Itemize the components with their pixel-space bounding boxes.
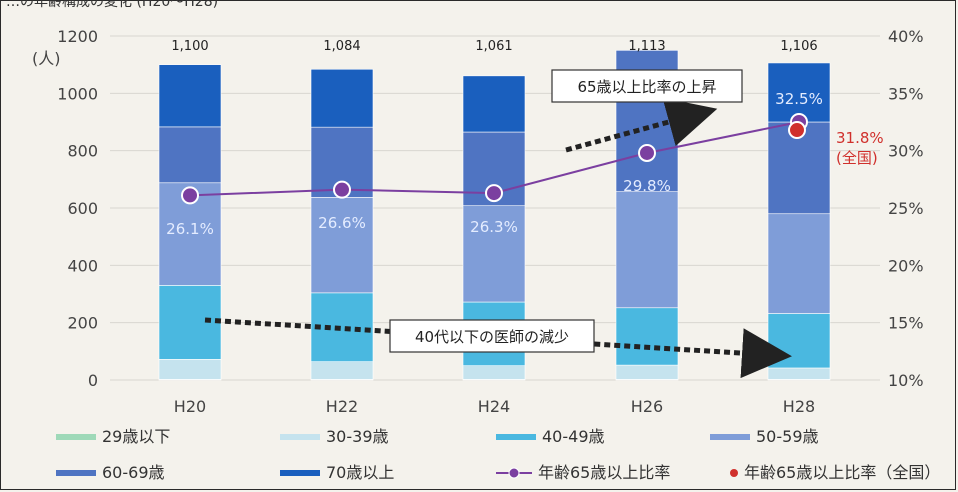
legend-label: 30-39歳 bbox=[326, 427, 389, 446]
bar-total-label: 1,113 bbox=[628, 39, 665, 54]
y2-tick-label: 20% bbox=[888, 256, 924, 275]
y2-tick-label: 15% bbox=[888, 314, 924, 333]
legend-label: 60-69歳 bbox=[102, 463, 165, 482]
ratio-point bbox=[638, 143, 656, 162]
national-ratio-point bbox=[788, 121, 806, 140]
ratio-data-label: 29.8% bbox=[623, 177, 671, 195]
x-tick-label: H22 bbox=[326, 397, 358, 416]
bar-segment bbox=[158, 126, 222, 184]
y-tick-label: 400 bbox=[67, 256, 98, 275]
y2-tick-label: 10% bbox=[888, 371, 924, 390]
y-tick-label: 600 bbox=[67, 199, 98, 218]
ratio-point bbox=[485, 184, 503, 203]
bar-segment bbox=[462, 75, 526, 133]
bar-segment bbox=[767, 313, 831, 369]
bar-total-label: 1,061 bbox=[475, 39, 512, 54]
ratio-data-label: 26.1% bbox=[166, 220, 214, 238]
annotation-box-rise bbox=[551, 69, 743, 103]
national-ratio-label: 31.8% bbox=[836, 129, 884, 147]
legend-label: 50-59歳 bbox=[756, 427, 819, 446]
legend-swatch bbox=[496, 434, 536, 440]
x-tick-label: H28 bbox=[783, 397, 815, 416]
bar-total-label: 1,106 bbox=[780, 39, 817, 54]
y2-tick-label: 35% bbox=[888, 84, 924, 103]
bar-segment bbox=[615, 364, 679, 380]
y-tick-label: 200 bbox=[67, 314, 98, 333]
chart-title-fragment: …の年齢構成の変化 (H20～H28) bbox=[6, 0, 219, 10]
x-tick-label: H26 bbox=[631, 397, 663, 416]
bar-segment bbox=[310, 292, 374, 362]
legend-swatch bbox=[710, 434, 750, 440]
bar-segment bbox=[615, 191, 679, 309]
ratio-data-label: 26.6% bbox=[318, 214, 366, 232]
ratio-data-label: 32.5% bbox=[775, 90, 823, 108]
legend-label: 40-49歳 bbox=[542, 427, 605, 446]
y2-tick-label: 30% bbox=[888, 142, 924, 161]
ratio-point bbox=[333, 180, 351, 199]
legend-swatch bbox=[56, 470, 96, 476]
bar-segment bbox=[310, 68, 374, 128]
bar-segment bbox=[767, 213, 831, 314]
bar-segment bbox=[158, 285, 222, 360]
x-tick-label: H24 bbox=[478, 397, 510, 416]
ratio-data-label: 26.3% bbox=[470, 218, 518, 236]
legend-line-marker bbox=[508, 467, 520, 479]
bar-total-label: 1,084 bbox=[323, 39, 360, 54]
y-axis-unit-label: (人) bbox=[32, 49, 61, 68]
rising-arrow bbox=[565, 97, 718, 153]
bar-segment bbox=[310, 197, 374, 294]
bar-segment bbox=[158, 64, 222, 128]
bar-segment bbox=[615, 307, 679, 366]
annotation-rise-text: 65歳以上比率の上昇 bbox=[577, 78, 716, 96]
bar-segment bbox=[767, 367, 831, 380]
bar-total-label: 1,100 bbox=[171, 39, 208, 54]
bar-segment bbox=[310, 361, 374, 380]
y2-tick-label: 25% bbox=[888, 199, 924, 218]
x-tick-label: H20 bbox=[174, 397, 206, 416]
bar-segment bbox=[158, 359, 222, 380]
legend-swatch bbox=[56, 434, 96, 440]
legend-swatch bbox=[280, 470, 320, 476]
bar-segment bbox=[767, 62, 831, 123]
y-tick-label: 800 bbox=[67, 142, 98, 161]
legend-label: 年齢65歳以上比率 bbox=[538, 463, 670, 482]
annotation-box-decrease bbox=[389, 319, 595, 353]
national-ratio-sublabel: (全国) bbox=[836, 149, 878, 167]
bar-segment bbox=[462, 365, 526, 380]
legend-label: 29歳以下 bbox=[102, 427, 170, 446]
y-tick-label: 0 bbox=[88, 371, 98, 390]
y-tick-label: 1000 bbox=[57, 84, 98, 103]
legend-swatch bbox=[280, 434, 320, 440]
ratio-point bbox=[181, 186, 199, 205]
annotation-decrease-text: 40代以下の医師の減少 bbox=[415, 328, 569, 346]
legend-label: 70歳以上 bbox=[326, 463, 394, 482]
legend-dot-swatch bbox=[730, 469, 738, 477]
bar-segment bbox=[462, 205, 526, 303]
legend-label: 年齢65歳以上比率（全国） bbox=[744, 463, 940, 482]
y-tick-label: 1200 bbox=[57, 27, 98, 46]
y2-tick-label: 40% bbox=[888, 27, 924, 46]
